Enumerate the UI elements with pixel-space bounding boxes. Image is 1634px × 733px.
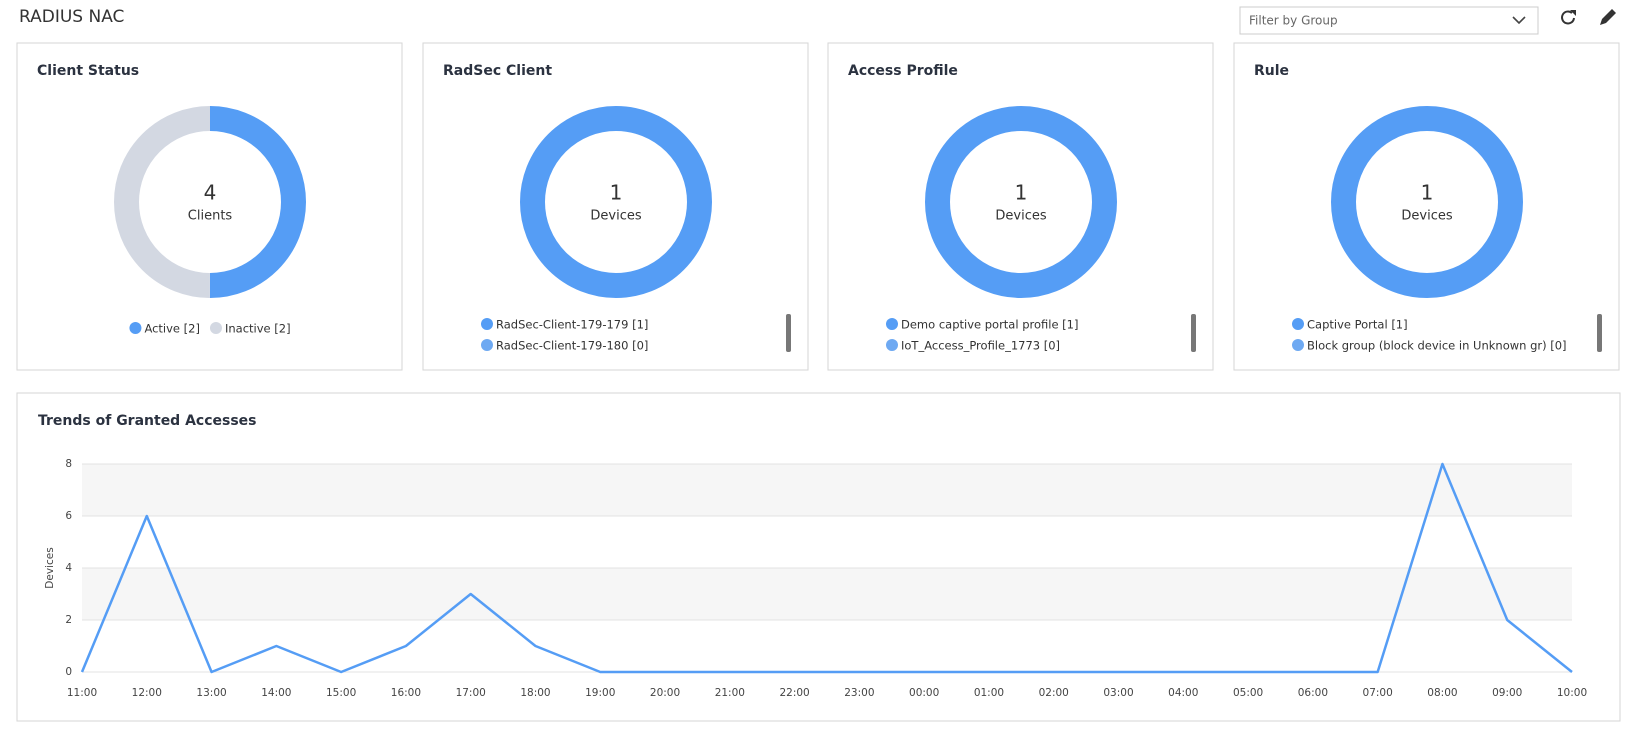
card — [1233, 42, 1620, 371]
trend-line — [80, 462, 1573, 674]
dropdown-chevron — [1512, 16, 1526, 25]
scrollbar — [1191, 314, 1196, 352]
edit-button[interactable] — [1600, 9, 1616, 25]
legend: Active [2] Inactive [2] — [129, 322, 291, 336]
card — [422, 42, 809, 371]
donut-segment — [520, 106, 712, 298]
y-tick-label: 6 — [65, 510, 72, 522]
legend-swatch — [209, 322, 222, 334]
x-tick-label: 01:00 — [974, 687, 1004, 699]
legend-label: IoT_Access_Profile_1773 [0] — [901, 339, 1060, 353]
y-tick-label: 0 — [65, 666, 72, 678]
x-tick-label: 23:00 — [844, 687, 874, 699]
center-value: 1 — [1421, 181, 1434, 205]
x-tick-label: 13:00 — [196, 687, 226, 699]
center-label: Devices — [1401, 209, 1452, 224]
x-tick-label: 18:00 — [520, 687, 550, 699]
card-title: RadSec Client — [443, 63, 552, 79]
x-tick-label: 16:00 — [391, 687, 421, 699]
x-tick-label: 00:00 — [909, 687, 939, 699]
legend-swatch — [481, 339, 493, 351]
refresh-button[interactable] — [1561, 10, 1576, 25]
x-tick-label: 09:00 — [1492, 687, 1522, 699]
legend-label: Active [2] — [144, 322, 200, 336]
center-value: 1 — [610, 181, 623, 205]
legend-label: Block group (block device in Unknown gr)… — [1307, 339, 1567, 353]
x-tick-label: 20:00 — [650, 687, 680, 699]
card — [16, 392, 1621, 722]
x-tick-label: 21:00 — [715, 687, 745, 699]
legend-label: RadSec-Client-179-179 [1] — [496, 318, 648, 332]
card-title: Trends of Granted Accesses — [38, 413, 257, 429]
x-tick-label: 10:00 — [1557, 687, 1587, 699]
filter-placeholder: Filter by Group — [1249, 14, 1338, 28]
legend-label: Inactive [2] — [225, 322, 291, 336]
grid-band — [82, 464, 1572, 516]
legend-label: Demo captive portal profile [1] — [901, 318, 1078, 332]
legend-label: RadSec-Client-179-180 [0] — [496, 339, 648, 353]
x-tick-label: 05:00 — [1233, 687, 1263, 699]
x-tick-label: 03:00 — [1103, 687, 1133, 699]
x-tick-label: 22:00 — [779, 687, 809, 699]
card-title: Access Profile — [848, 63, 958, 79]
group-filter[interactable] — [1239, 6, 1539, 35]
center-value: 4 — [204, 181, 217, 205]
donut-segment — [114, 106, 306, 298]
x-tick-label: 14:00 — [261, 687, 291, 699]
center-value: 1 — [1015, 181, 1028, 205]
card-title: Rule — [1254, 63, 1289, 79]
legend-swatch — [1292, 318, 1304, 330]
y-axis-label: Devices — [44, 547, 56, 588]
card — [827, 42, 1214, 371]
center-label: Devices — [995, 209, 1046, 224]
y-tick-label: 2 — [65, 614, 72, 626]
legend-swatch — [886, 339, 898, 351]
y-tick-label: 8 — [65, 458, 72, 470]
center-label: Clients — [188, 209, 233, 224]
legend-swatch — [481, 318, 493, 330]
card — [16, 42, 403, 371]
donut-segment — [1331, 106, 1523, 298]
card-title: Client Status — [37, 63, 139, 79]
x-tick-label: 07:00 — [1363, 687, 1393, 699]
y-tick-label: 4 — [65, 562, 72, 574]
scrollbar — [786, 314, 791, 352]
x-tick-label: 12:00 — [132, 687, 162, 699]
page-title: RADIUS NAC — [19, 7, 124, 27]
scrollbar — [1597, 314, 1602, 352]
x-tick-label: 17:00 — [456, 687, 486, 699]
x-tick-label: 19:00 — [585, 687, 615, 699]
center-label: Devices — [590, 209, 641, 224]
grid-band — [82, 568, 1572, 620]
x-tick-label: 08:00 — [1427, 687, 1457, 699]
legend-swatch — [129, 322, 142, 334]
x-tick-label: 15:00 — [326, 687, 356, 699]
x-tick-label: 04:00 — [1168, 687, 1198, 699]
x-tick-label: 06:00 — [1298, 687, 1328, 699]
donut-segment — [925, 106, 1117, 298]
legend-swatch — [1292, 339, 1304, 351]
legend-swatch — [886, 318, 898, 330]
x-tick-label: 11:00 — [67, 687, 97, 699]
x-tick-label: 02:00 — [1039, 687, 1069, 699]
legend-label: Captive Portal [1] — [1307, 318, 1408, 332]
